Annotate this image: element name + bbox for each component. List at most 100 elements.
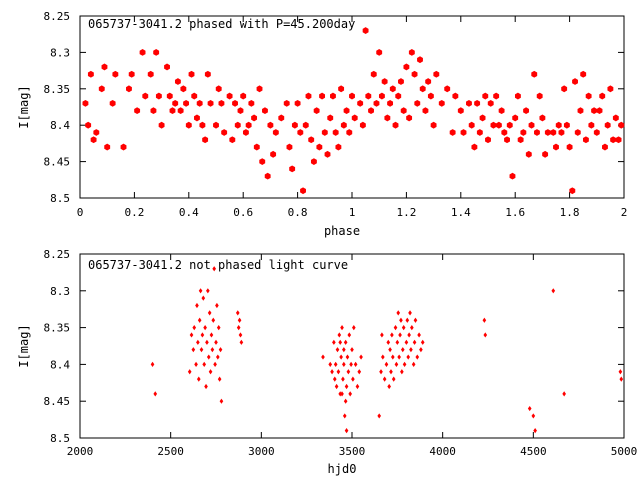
chart0-data-point [259,158,266,165]
chart0-data-point [523,107,530,115]
chart1-data-point [404,339,409,345]
chart0-data-point [588,121,595,129]
chart0-data-point [563,121,570,129]
chart0-data-point [242,129,249,136]
chart0-data-point [550,129,557,136]
chart0-data-point [577,107,584,115]
chart1-data-point [187,369,192,375]
chart0-data-point [139,49,146,56]
chart0-data-point [427,92,434,100]
chart0-data-point [512,114,519,122]
chart1-data-point [330,369,334,375]
chart1-data-point [380,332,384,338]
chart0-data-point [425,78,432,85]
chart0-data-point [495,121,502,129]
chart0-data-point [332,129,339,136]
chart0-data-point [174,78,181,85]
chart1-data-point [377,413,382,419]
chart0-data-point [305,92,312,100]
chart0-data-point [536,92,543,100]
chart1-data-point [238,332,243,338]
chart1-plot-frame [79,253,625,439]
chart1-data-point [336,369,341,375]
chart0-data-point [128,70,135,78]
chart1-data-point [216,325,221,331]
chart0-data-point [324,150,331,158]
chart0-data-point [384,114,391,122]
chart1-data-point [396,310,401,316]
chart0-data-point [430,121,437,129]
chart0-data-point [487,99,494,107]
chart1-data-point [350,347,354,353]
unphased-light-curve-plot: 2000 2500 3000 3500 4000 4500 5000 8.25 8.3 8.35 8… [17,248,637,476]
chart0-data-point [452,92,459,100]
chart1-data-point [342,361,346,367]
chart0-data-point [126,85,132,93]
chart1-data-point [215,354,220,360]
chart0-data-point [610,136,617,144]
chart0-y-tick-label: 8.25 [44,10,71,23]
chart0-data-point [368,107,374,115]
chart0-data-point [232,99,238,107]
chart1-data-point [395,339,400,345]
chart1-data-point [332,339,336,345]
chart0-data-point [528,121,535,129]
chart1-data-point [150,361,155,367]
chart0-data-point [164,63,170,71]
chart0-data-point [504,136,510,144]
chart1-y-tick-label: 8.35 [44,322,71,335]
chart0-y-tick-label: 8.45 [44,156,71,169]
chart1-data-point [408,310,412,316]
chart0-data-point [109,99,116,107]
chart1-data-point [551,288,556,294]
chart0-data-point [349,92,355,100]
chart1-data-point [390,354,395,360]
chart0-data-point [604,121,611,129]
chart0-data-point [199,121,206,129]
chart1-data-point [213,361,217,367]
chart0-data-point [438,99,445,107]
chart0-data-point [490,121,497,129]
chart0-data-point [493,92,500,100]
chart1-data-point [412,339,417,345]
chart0-data-point [419,85,426,93]
chart1-y-tick-label: 8.45 [44,395,71,408]
chart0-data-point [262,107,268,115]
chart0-data-point [112,70,119,78]
chart1-data-point [208,369,213,375]
chart0-data-point [120,143,127,151]
chart1-data-point [339,354,343,360]
chart1-data-point [379,369,383,375]
chart0-data-point [411,70,418,78]
chart0-data-point [466,99,472,107]
chart0-data-point [188,70,195,78]
chart0-data-point [591,107,598,115]
chart1-x-tick-label: 3500 [339,445,366,458]
chart0-data-point [270,150,277,158]
chart0-x-tick-label: 1.2 [396,206,416,219]
chart1-data-point [351,376,355,382]
chart1-x-tick-label: 2500 [157,445,184,458]
chart0-data-point [319,92,326,100]
chart1-x-tick-label: 5000 [611,445,638,458]
chart0-data-point [596,107,603,115]
chart1-y-tick-label: 8.3 [50,285,70,298]
chart1-data-point [386,339,391,345]
chart0-data-point [365,92,372,100]
chart1-data-point [417,332,421,338]
chart0-data-point [253,143,260,151]
chart0-data-point [351,114,358,122]
chart0-data-point [221,129,228,136]
chart0-data-point [256,85,263,93]
chart1-data-point [394,361,399,367]
chart0-data-point [172,99,179,107]
chart1-data-point [347,332,352,338]
chart0-data-point [433,70,440,78]
chart0-x-tick-label: 0.8 [288,206,308,219]
chart0-data-point [294,99,301,107]
chart1-data-point [218,347,223,353]
chart0-y-tick-label: 8.4 [50,119,70,132]
chart0-x-tick-label: 1 [349,206,356,219]
chart0-data-point [476,129,483,136]
chart0-data-point [479,114,486,122]
